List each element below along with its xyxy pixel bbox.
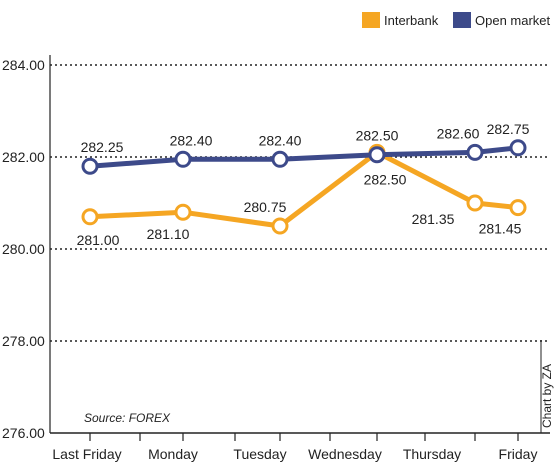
legend: Interbank Open market — [362, 12, 551, 28]
series-0-point-0 — [81, 208, 99, 226]
series-1-label-0: 282.25 — [81, 139, 124, 155]
x-tick-label-4: Thursday — [403, 446, 461, 462]
chart-credit: Chart by ZA — [540, 364, 554, 428]
series-1-point-0 — [81, 157, 99, 175]
x-tick-label-0: Last Friday — [52, 446, 121, 462]
x-tick-label-3: Wednesday — [308, 446, 382, 462]
y-tick-label-2: 280.00 — [2, 241, 45, 257]
y-tick-label-1: 282.00 — [2, 149, 45, 165]
series-1-label-5: 282.75 — [487, 121, 530, 137]
legend-swatch-1 — [453, 12, 471, 28]
series-0-label-5: 281.45 — [479, 221, 522, 237]
series-0-label-3: 282.50 — [364, 171, 407, 187]
y-tick-label-4: 276.00 — [2, 425, 45, 441]
series-0-point-2 — [271, 217, 289, 235]
legend-label-0: Interbank — [384, 13, 439, 28]
series-0-label-4: 281.35 — [412, 211, 455, 227]
series-1-point-3 — [368, 146, 386, 164]
x-tick-label-2: Tuesday — [233, 446, 286, 462]
series-1-point-2 — [271, 150, 289, 168]
series-0-point-1 — [174, 203, 192, 221]
series-0-label-0: 281.00 — [77, 232, 120, 248]
series-1-point-5 — [509, 139, 527, 157]
legend-label-1: Open market — [475, 13, 551, 28]
series-0-point-4 — [466, 194, 484, 212]
y-tick-label-3: 278.00 — [2, 333, 45, 349]
legend-swatch-0 — [362, 12, 380, 28]
axis-layer: Source: FOREX Chart by ZA 284.00 282.00 28… — [2, 55, 554, 462]
series-1-label-3: 282.50 — [356, 128, 399, 144]
series-0-point-5 — [509, 199, 527, 217]
series-0-label-2: 280.75 — [244, 199, 287, 215]
x-tick-label-1: Monday — [148, 446, 198, 462]
series-layer — [81, 139, 527, 235]
series-1-point-4 — [466, 143, 484, 161]
series-1-point-1 — [174, 150, 192, 168]
series-1-label-4: 282.60 — [437, 125, 480, 141]
y-tick-label-0: 284.00 — [2, 57, 45, 73]
series-1-label-2: 282.40 — [259, 132, 302, 148]
series-1-label-1: 282.40 — [170, 132, 213, 148]
series-line-1 — [87, 145, 521, 169]
grid-layer — [50, 64, 550, 434]
source-note: Source: FOREX — [84, 411, 171, 425]
label-layer: 281.00 281.10 280.75 282.50 281.35 281.45 282.… — [77, 121, 530, 248]
x-tick-label-5: Friday — [499, 446, 538, 462]
series-0-label-1: 281.10 — [147, 226, 190, 242]
